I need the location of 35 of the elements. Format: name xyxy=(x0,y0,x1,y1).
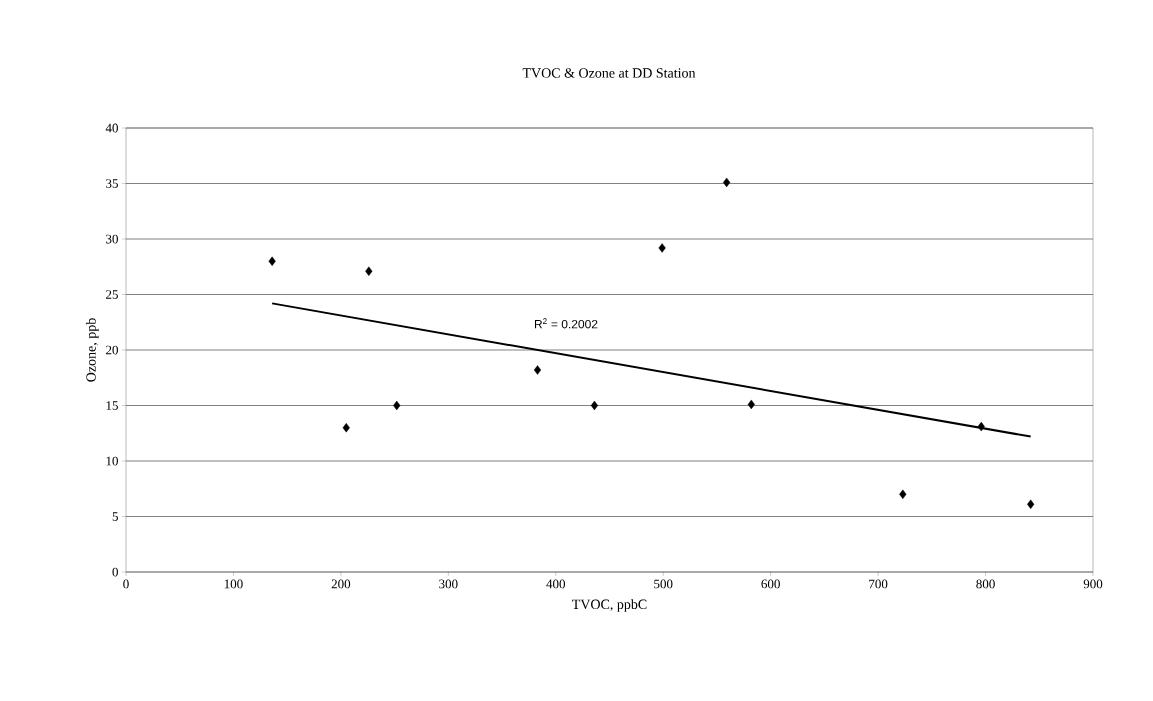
x-tick-label: 900 xyxy=(1083,579,1103,589)
chart-title: TVOC & Ozone at DD Station xyxy=(522,68,696,78)
x-tick-label: 300 xyxy=(439,579,458,589)
point xyxy=(723,177,731,188)
x-tick-label: 500 xyxy=(654,579,673,589)
point xyxy=(393,400,401,411)
x-tick-label: 800 xyxy=(976,579,995,589)
x-axis-title: TVOC, ppbC xyxy=(572,599,647,612)
x-tick-label: 0 xyxy=(123,579,129,589)
point xyxy=(747,399,755,410)
point xyxy=(590,400,599,411)
y-tick-label: 5 xyxy=(112,512,118,521)
y-tick-label: 0 xyxy=(112,567,118,577)
y-tick-label: 35 xyxy=(106,179,118,188)
x-tick-label: 400 xyxy=(546,579,566,589)
point xyxy=(533,365,542,375)
point xyxy=(899,489,907,500)
point xyxy=(1027,499,1035,509)
y-axis-title: Ozone, ppb xyxy=(85,318,99,382)
point xyxy=(365,266,373,276)
x-tick-label: 700 xyxy=(869,579,888,589)
point xyxy=(977,421,985,432)
x-tick-label: 200 xyxy=(331,579,351,589)
point xyxy=(268,256,276,266)
x-tick-label: 100 xyxy=(224,579,243,589)
point xyxy=(342,423,350,433)
y-tick-label: 40 xyxy=(105,123,118,133)
x-tick-label: 600 xyxy=(761,579,780,589)
y-tick-label: 10 xyxy=(106,456,118,466)
point xyxy=(658,243,666,253)
y-tick-label: 25 xyxy=(106,290,118,299)
annotation: R$^{2}$ = 0.2002 xyxy=(534,318,598,329)
y-tick-label: 20 xyxy=(106,345,118,355)
y-tick-label: 15 xyxy=(106,401,118,410)
y-tick-label: 30 xyxy=(106,234,118,244)
